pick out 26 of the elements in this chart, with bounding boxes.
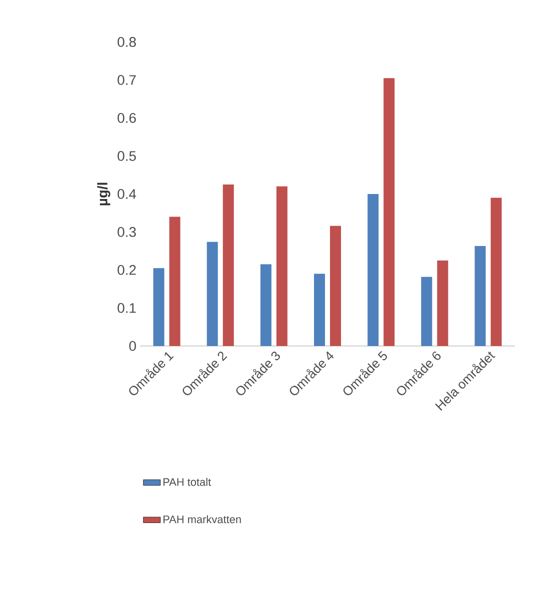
- y-tick-label: 0.1: [118, 303, 136, 313]
- bar: [260, 264, 272, 346]
- bar: [421, 276, 432, 346]
- bar: [206, 242, 218, 346]
- y-tick-label: 0.2: [118, 265, 136, 275]
- bar: [222, 184, 234, 346]
- bar: [314, 274, 325, 346]
- bar: [474, 246, 486, 346]
- legend-label: PAH totalt: [163, 478, 212, 486]
- bar: [169, 216, 180, 346]
- y-tick-label: 0: [129, 341, 136, 351]
- bar: [153, 268, 164, 346]
- y-tick-label: 0.5: [118, 151, 136, 161]
- bar: [437, 260, 448, 346]
- bar: [368, 194, 379, 346]
- y-tick-label: 0.3: [118, 227, 136, 237]
- bar: [490, 198, 502, 346]
- bar: [276, 186, 288, 346]
- y-tick-label: 0.6: [118, 113, 136, 123]
- y-tick-label: 0.4: [118, 189, 136, 199]
- y-tick-label: 0.8: [118, 37, 136, 47]
- y-axis-title: µg/l: [97, 182, 110, 206]
- bar: [330, 226, 341, 346]
- y-tick-label: 0.7: [118, 75, 136, 85]
- bar: [384, 78, 395, 346]
- legend-label: PAH markvatten: [163, 515, 241, 524]
